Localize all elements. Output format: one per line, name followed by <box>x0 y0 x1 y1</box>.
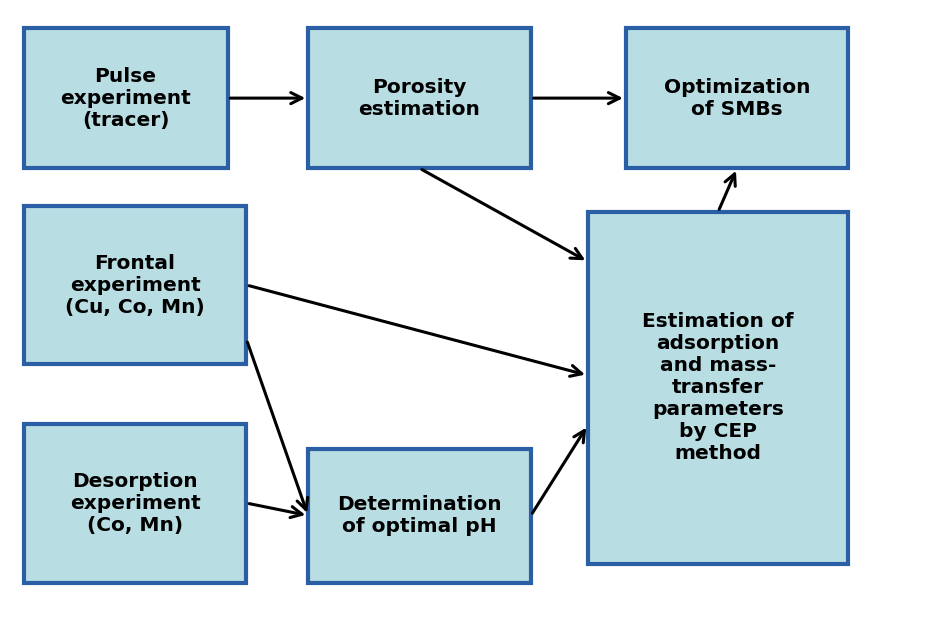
Text: Optimization
of SMBs: Optimization of SMBs <box>664 78 811 118</box>
FancyBboxPatch shape <box>24 206 246 364</box>
Text: Porosity
estimation: Porosity estimation <box>358 78 481 118</box>
FancyBboxPatch shape <box>588 212 848 564</box>
Text: Frontal
experiment
(Cu, Co, Mn): Frontal experiment (Cu, Co, Mn) <box>65 254 205 316</box>
Text: Desorption
experiment
(Co, Mn): Desorption experiment (Co, Mn) <box>70 472 200 535</box>
Text: Estimation of
adsorption
and mass-
transfer
parameters
by CEP
method: Estimation of adsorption and mass- trans… <box>643 312 793 464</box>
FancyBboxPatch shape <box>24 28 228 168</box>
FancyBboxPatch shape <box>24 424 246 583</box>
FancyBboxPatch shape <box>308 28 531 168</box>
FancyBboxPatch shape <box>308 449 531 583</box>
FancyBboxPatch shape <box>626 28 848 168</box>
Text: Pulse
experiment
(tracer): Pulse experiment (tracer) <box>61 67 191 130</box>
Text: Determination
of optimal pH: Determination of optimal pH <box>337 495 501 536</box>
